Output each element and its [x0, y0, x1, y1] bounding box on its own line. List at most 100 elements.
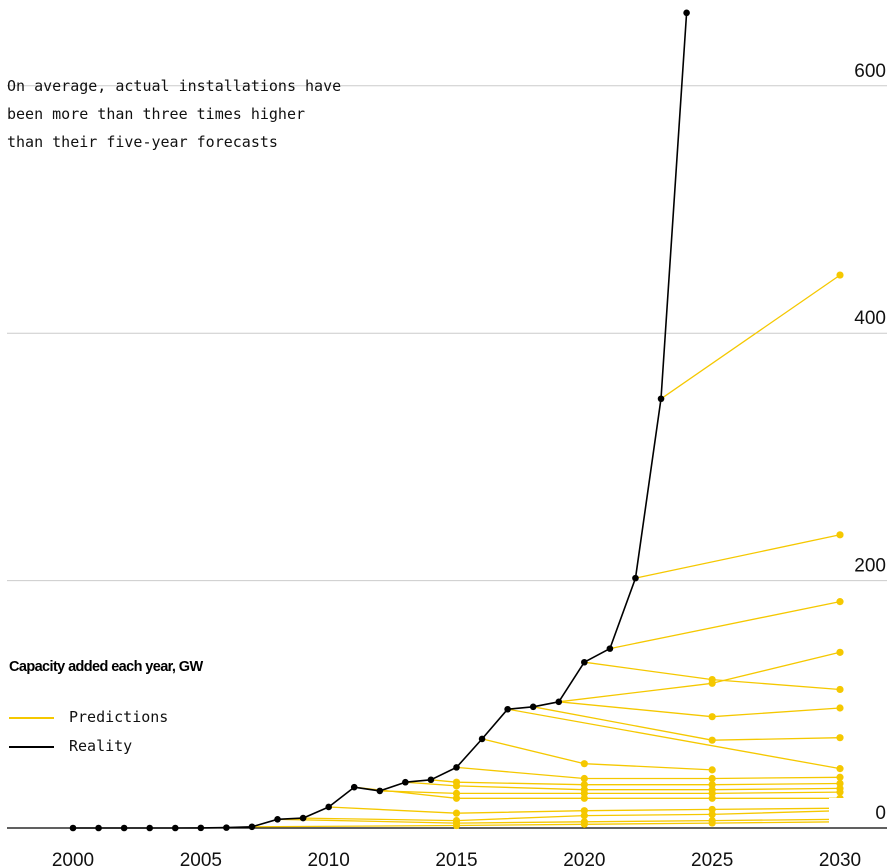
reality-point	[274, 816, 281, 823]
prediction-line	[379, 790, 841, 795]
reality-point	[69, 824, 77, 832]
x-tick-label: 2010	[308, 850, 350, 867]
prediction-point	[580, 786, 588, 794]
reality-point	[299, 814, 307, 822]
reality-point	[478, 735, 486, 743]
reality-point	[120, 824, 128, 832]
reality-point	[529, 703, 537, 711]
tick-layer: 0 200 400 600 2000 2005 2010 2015 2020 2025 2030	[52, 55, 887, 867]
y-tick-label: 0	[875, 803, 886, 824]
reality-point	[504, 705, 511, 713]
legend-label-predictions: Predictions	[69, 708, 169, 726]
x-tick-label: 2025	[691, 850, 733, 867]
prediction-point	[708, 713, 716, 721]
reality-point	[606, 645, 614, 652]
prediction-point	[708, 766, 716, 774]
y-tick-label: 400	[854, 308, 886, 329]
prediction-point	[580, 812, 588, 820]
prediction-line	[481, 738, 713, 771]
prediction-point	[836, 765, 844, 773]
prediction-point	[836, 685, 844, 694]
reality-layer	[69, 9, 690, 832]
y-tick-label-bg	[829, 798, 887, 826]
prediction-point	[708, 736, 716, 744]
prediction-line	[456, 766, 841, 780]
y-tick-label: 200	[854, 556, 886, 577]
prediction-point	[452, 809, 461, 817]
predictions-swatch	[9, 717, 54, 719]
prediction-point	[452, 778, 461, 786]
y-tick-label-bg	[829, 550, 887, 579]
prediction-point	[580, 774, 588, 783]
prediction-point	[708, 810, 716, 818]
prediction-point	[836, 598, 844, 606]
prediction-point	[580, 818, 588, 826]
reality-point	[453, 764, 460, 771]
x-tick-label: 2000	[52, 850, 94, 867]
prediction-line	[609, 600, 841, 650]
prediction-line	[507, 708, 841, 770]
prediction-line	[558, 701, 841, 718]
reality-point	[223, 824, 230, 831]
reality-point	[683, 9, 690, 17]
prediction-point	[836, 271, 844, 279]
prediction-line	[405, 781, 841, 791]
reality-point	[146, 824, 153, 832]
prediction-point	[836, 779, 844, 788]
reality-swatch	[9, 746, 54, 748]
prediction-point	[580, 794, 588, 802]
reality-point	[555, 698, 563, 706]
reality-point	[171, 824, 179, 832]
prediction-point	[708, 794, 716, 802]
legend-title: Capacity added each year, GW	[9, 659, 203, 675]
prediction-point	[708, 679, 716, 687]
annotation-line: been more than three times higher	[7, 105, 306, 123]
prediction-point	[580, 781, 588, 789]
prediction-point	[836, 773, 844, 781]
x-tick-label: 2030	[819, 850, 861, 867]
x-tick-label: 2005	[180, 850, 222, 867]
legend-label-reality: Reality	[69, 737, 133, 755]
prediction-line	[303, 810, 841, 822]
prediction-point	[836, 784, 844, 793]
prediction-point	[708, 805, 716, 814]
chart-annotation: On average, actual installations have be…	[7, 72, 467, 156]
y-tick-label-bg	[829, 303, 887, 332]
reality-point	[325, 803, 332, 811]
reality-point	[197, 824, 205, 832]
y-tick-label: 600	[854, 61, 886, 82]
prediction-line	[660, 274, 841, 400]
prediction-point	[836, 704, 844, 712]
y-tick-label-bg	[829, 55, 887, 84]
reality-point	[95, 824, 102, 832]
prediction-point	[708, 781, 716, 789]
prediction-point	[452, 794, 461, 802]
prediction-point	[708, 774, 716, 783]
prediction-line	[635, 534, 841, 579]
reality-point	[427, 776, 435, 784]
reality-point	[350, 783, 358, 791]
prediction-line	[430, 779, 841, 786]
reality-point	[632, 574, 639, 582]
prediction-point	[452, 789, 461, 797]
reality-point	[657, 395, 665, 403]
prediction-point	[580, 807, 588, 815]
prediction-point	[708, 816, 716, 825]
prediction-line	[558, 651, 841, 703]
prediction-point	[452, 816, 461, 825]
x-tick-label: 2020	[563, 850, 605, 867]
annotation-line: On average, actual installations have	[7, 77, 342, 95]
prediction-line	[533, 706, 841, 741]
reality-point	[248, 823, 256, 831]
prediction-point	[580, 760, 588, 768]
prediction-point	[836, 734, 844, 742]
predictions-layer	[251, 271, 844, 830]
annotation-line: than their five-year forecasts	[7, 133, 278, 151]
prediction-point	[836, 648, 844, 656]
prediction-point	[708, 786, 716, 794]
prediction-point	[836, 531, 844, 539]
reality-point	[376, 787, 384, 795]
x-tick-label: 2015	[435, 850, 477, 867]
reality-point	[581, 658, 588, 666]
